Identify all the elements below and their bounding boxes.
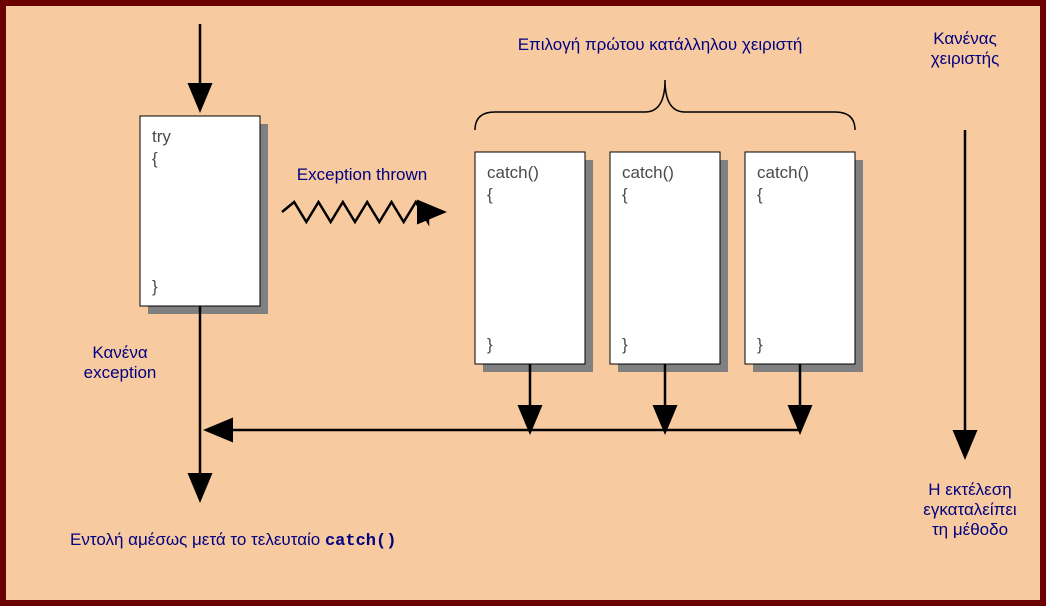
- catch-open-brace-1: {: [622, 185, 628, 204]
- label-after-catch-code: catch(): [325, 532, 396, 551]
- catch-close-brace-2: }: [757, 335, 763, 354]
- catch-close-brace-1: }: [622, 335, 628, 354]
- try-keyword: try: [152, 127, 171, 146]
- try-close-brace: }: [152, 277, 158, 296]
- catch-0-box: [475, 152, 585, 364]
- label-no-exception-2: exception: [84, 363, 157, 382]
- label-after-catch: Εντολή αμέσως μετά το τελευταίο catch(): [70, 530, 396, 551]
- try-open-brace: {: [152, 149, 158, 168]
- catch-open-brace-2: {: [757, 185, 763, 204]
- label-no-handler-1: Κανένας: [933, 29, 997, 48]
- catch-keyword-1: catch(): [622, 163, 674, 182]
- label-leave-2: εγκαταλείπει: [923, 500, 1017, 519]
- catch-1-box: [610, 152, 720, 364]
- catch-2-box: [745, 152, 855, 364]
- catch-keyword-2: catch(): [757, 163, 809, 182]
- label-leave-3: τη μέθοδο: [932, 520, 1008, 539]
- catch-close-brace-0: }: [487, 335, 493, 354]
- label-exception-thrown: Exception thrown: [297, 165, 427, 184]
- label-leave-1: Η εκτέλεση: [928, 480, 1011, 499]
- label-no-exception-1: Κανένα: [92, 343, 148, 362]
- label-after-catch-pre: Εντολή αμέσως μετά το τελευταίο: [70, 530, 325, 549]
- label-selector: Επιλογή πρώτου κατάλληλου χειριστή: [518, 35, 803, 54]
- label-no-handler-2: χειριστής: [931, 49, 1000, 68]
- catch-open-brace-0: {: [487, 185, 493, 204]
- catch-keyword-0: catch(): [487, 163, 539, 182]
